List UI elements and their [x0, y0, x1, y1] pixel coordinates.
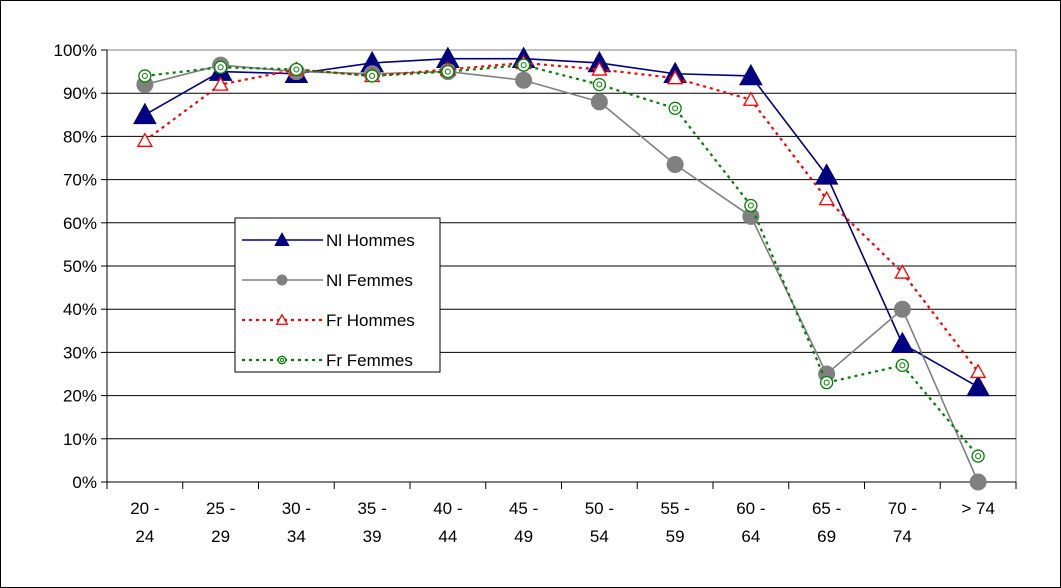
legend-label: Fr Hommes — [326, 311, 415, 330]
point-marker — [275, 313, 289, 325]
y-tick-label: 50% — [63, 257, 97, 276]
x-tick-label: 40 - — [433, 499, 462, 518]
x-tick-label: 60 - — [736, 499, 765, 518]
point-marker — [516, 58, 531, 72]
series-group — [133, 46, 990, 491]
point-marker-inner — [444, 68, 451, 75]
x-tick-label-line2: 34 — [287, 527, 306, 546]
point-marker — [515, 71, 533, 89]
y-axis: 0% 10% 20% 30% 40% 50% 60% 70% 80% 90% 100% — [54, 41, 108, 492]
x-tick-label: 50 - — [585, 499, 614, 518]
x-tick-label-line2: 29 — [211, 527, 230, 546]
legend-label: Fr Femmes — [326, 351, 413, 370]
point-marker — [966, 374, 990, 397]
x-tick-label: 65 - — [812, 499, 841, 518]
legend-item: Nl Femmes — [242, 271, 413, 290]
y-tick-label: 30% — [63, 343, 97, 362]
point-marker — [895, 358, 910, 373]
point-marker — [136, 132, 153, 147]
y-tick-label: 100% — [54, 41, 97, 60]
point-marker — [289, 62, 304, 77]
point-marker — [276, 274, 288, 286]
point-marker — [592, 77, 607, 92]
x-tick-label-line2: 69 — [817, 527, 836, 546]
point-marker-inner — [217, 64, 224, 71]
y-tick-label: 10% — [63, 430, 97, 449]
x-tick-label: 20 - — [130, 499, 159, 518]
point-marker — [277, 355, 287, 365]
legend-label: Nl Hommes — [326, 231, 415, 250]
point-marker-inner — [899, 362, 906, 369]
y-tick-label: 70% — [63, 171, 97, 190]
point-marker — [969, 473, 987, 491]
x-tick-label: 70 - — [888, 499, 917, 518]
x-tick-label: 25 - — [206, 499, 235, 518]
point-marker-inner — [520, 62, 527, 69]
point-marker — [212, 76, 229, 91]
point-marker-inner — [596, 81, 603, 88]
point-marker — [894, 264, 911, 279]
y-tick-label: 80% — [63, 127, 97, 146]
point-marker — [365, 69, 379, 83]
point-marker — [893, 300, 911, 318]
point-marker — [970, 363, 987, 379]
x-axis: 20 - 24 25 - 29 30 - 34 35 - 39 40 - 44 45 - 49 50 -… — [106, 481, 1017, 546]
point-marker-inner — [279, 357, 285, 363]
legend-item: Fr Femmes — [242, 351, 413, 370]
legend-item: Nl Hommes — [242, 231, 415, 250]
point-marker — [744, 198, 758, 213]
point-marker — [591, 61, 608, 76]
point-marker — [971, 449, 985, 463]
point-marker — [667, 69, 684, 85]
series-fr-femmes — [138, 58, 985, 463]
point-marker-inner — [747, 202, 754, 209]
point-marker — [274, 232, 290, 246]
x-tick-label-line2: 64 — [741, 527, 760, 546]
x-tick-label-line2: 74 — [893, 527, 912, 546]
y-tick-label: 60% — [63, 214, 97, 233]
point-marker — [819, 375, 834, 390]
x-tick-label: 35 - — [357, 499, 386, 518]
point-marker-inner — [672, 105, 679, 112]
x-tick-label: 45 - — [509, 499, 538, 518]
point-marker — [814, 163, 839, 185]
point-marker — [138, 69, 152, 83]
x-tick-label-line2: 59 — [666, 527, 685, 546]
point-marker — [668, 101, 682, 115]
x-tick-label-line2: 44 — [438, 527, 457, 546]
x-tick-label: 55 - — [660, 499, 689, 518]
point-marker — [213, 60, 228, 74]
x-tick-label-line2: 39 — [363, 527, 382, 546]
legend-label: Nl Femmes — [326, 271, 413, 290]
point-marker — [666, 155, 684, 173]
legend-item: Fr Hommes — [242, 311, 415, 330]
point-marker — [133, 102, 157, 125]
x-tick-label-line2: 54 — [590, 527, 609, 546]
point-marker — [742, 91, 759, 106]
point-marker — [441, 64, 455, 79]
point-marker-inner — [293, 66, 300, 73]
x-tick-label: 30 - — [282, 499, 311, 518]
x-tick-label-line2: 49 — [514, 527, 533, 546]
point-marker — [739, 63, 763, 86]
series-line — [144, 64, 979, 483]
point-marker-inner — [141, 72, 148, 79]
legend-box — [234, 217, 441, 373]
series-line — [144, 57, 979, 388]
legend: Nl Hommes Nl Femmes Fr Hommes Fr Femmes — [234, 217, 441, 373]
point-marker — [890, 331, 915, 354]
point-marker-inner — [823, 379, 830, 386]
y-tick-label: 90% — [63, 84, 97, 103]
point-marker — [590, 93, 608, 111]
x-tick-label-line2: 24 — [135, 527, 154, 546]
x-tick-label: > 74 — [961, 499, 995, 518]
y-tick-label: 40% — [63, 300, 97, 319]
point-marker-inner — [369, 72, 376, 79]
y-tick-label: 0% — [72, 473, 97, 492]
point-marker — [818, 190, 835, 206]
point-marker-inner — [975, 453, 982, 460]
y-tick-label: 20% — [63, 387, 97, 406]
